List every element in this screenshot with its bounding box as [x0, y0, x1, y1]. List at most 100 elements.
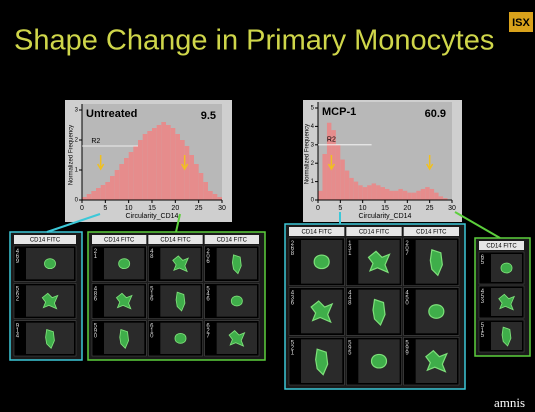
x-tick-label: 20: [403, 205, 411, 212]
histogram-bar: [376, 185, 380, 200]
cell-image: [175, 333, 186, 343]
histogram-bar: [143, 134, 148, 200]
histogram-bar: [336, 145, 340, 200]
cell-image: [314, 255, 329, 269]
histogram-bar: [96, 188, 101, 200]
histogram-bar: [381, 187, 385, 200]
histogram-bar: [110, 176, 115, 200]
cell-id: 546: [205, 286, 211, 301]
histogram-bar: [194, 164, 199, 200]
histogram-bar: [363, 187, 367, 200]
histogram-bar: [171, 128, 176, 200]
cell-id: 914: [14, 324, 20, 339]
column-header: CD14 FITC: [104, 238, 135, 244]
cell-id: 268: [289, 241, 295, 256]
histogram-bar: [101, 185, 106, 200]
cell-id: 131: [347, 241, 353, 256]
histogram-bar: [439, 196, 443, 200]
cell-id: 65: [479, 255, 485, 265]
histogram-bar: [354, 182, 358, 200]
histogram-bar: [394, 191, 398, 200]
cell-id: 448: [347, 291, 353, 306]
histogram-bar: [430, 189, 434, 200]
histogram-bar: [124, 158, 129, 200]
histogram-bar: [203, 182, 208, 200]
histogram-bar: [189, 155, 194, 200]
cell-image: [45, 259, 56, 269]
histogram-bar: [175, 134, 180, 200]
histogram-bar: [349, 178, 353, 200]
histogram-bar: [138, 140, 143, 200]
cell-id: 469: [14, 249, 20, 264]
cell-image: [231, 296, 242, 306]
histogram-bar: [322, 154, 326, 200]
column-header: CD14 FITC: [416, 230, 447, 236]
logo: amnis: [494, 395, 525, 410]
histogram-bar: [87, 194, 92, 200]
x-tick-label: 30: [218, 205, 226, 212]
histogram-bar: [318, 191, 322, 200]
column-header: CD14 FITC: [217, 238, 248, 244]
histogram-bar: [434, 193, 438, 200]
cell-id: 521: [289, 340, 295, 355]
histogram-bar: [407, 193, 411, 200]
x-tick-label: 10: [359, 205, 367, 212]
y-axis-label: Normalized Frequency: [69, 125, 75, 185]
cell-id: 515: [479, 323, 485, 338]
x-tick-label: 15: [381, 205, 389, 212]
column-header: CD14 FITC: [30, 238, 61, 244]
column-header: CD14 FITC: [160, 238, 191, 244]
histogram-bar: [412, 193, 416, 200]
histogram-bar: [421, 189, 425, 200]
histogram-bar: [398, 189, 402, 200]
cell-image: [429, 305, 444, 319]
cell-id: 436: [289, 291, 295, 306]
cell-id: 562: [14, 286, 20, 301]
histogram-bar: [345, 171, 349, 200]
histogram-bar: [340, 160, 344, 200]
region-label: R2: [327, 137, 336, 144]
x-tick-label: 30: [448, 205, 456, 212]
x-tick-label: 0: [316, 205, 320, 212]
histogram-bar: [147, 131, 152, 200]
histogram-bar: [115, 170, 120, 200]
cell-image: [119, 259, 130, 269]
histogram-bar: [403, 191, 407, 200]
histogram-bar: [152, 128, 157, 200]
cell-id: 486: [92, 286, 98, 301]
x-tick-label: 10: [125, 205, 133, 212]
slide-title: Shape Change in Primary Monocytes: [14, 25, 494, 57]
histogram-bar: [91, 191, 96, 200]
cell-id: 207: [404, 241, 410, 256]
percent-label: 60.9: [425, 108, 446, 120]
x-axis-label: Circularity_CD14: [359, 213, 412, 220]
histogram-bar: [119, 164, 124, 200]
cell-id: 206: [205, 249, 211, 264]
histogram-bar: [385, 189, 389, 200]
cell-image: [501, 263, 512, 273]
histogram-bar: [105, 182, 110, 200]
cell-id: 627: [205, 324, 211, 339]
x-tick-label: 5: [103, 205, 107, 212]
histogram-bar: [389, 191, 393, 200]
histogram-bar: [425, 187, 429, 200]
histogram-bar: [161, 122, 166, 200]
cell-id: 450: [404, 291, 410, 306]
cell-id: 48: [149, 249, 155, 259]
histogram-bar: [166, 125, 171, 200]
histogram-bar: [372, 183, 376, 200]
x-axis-label: Circularity_CD14: [126, 213, 179, 220]
x-tick-label: 15: [148, 205, 156, 212]
column-header: CD14 FITC: [359, 230, 390, 236]
slide: Shape Change in Primary Monocytes ISX am…: [0, 0, 535, 412]
cell-id: 599: [404, 340, 410, 355]
cell-id: 21: [92, 249, 98, 259]
x-tick-label: 20: [171, 205, 179, 212]
cell-id: 516: [149, 286, 155, 301]
cell-id: 610: [149, 324, 155, 339]
x-tick-label: 25: [426, 205, 434, 212]
x-tick-label: 0: [80, 205, 84, 212]
histogram-bar: [185, 146, 190, 200]
histogram-bar: [157, 125, 162, 200]
page: Shape Change in Primary Monocytes ISX am…: [0, 0, 535, 412]
